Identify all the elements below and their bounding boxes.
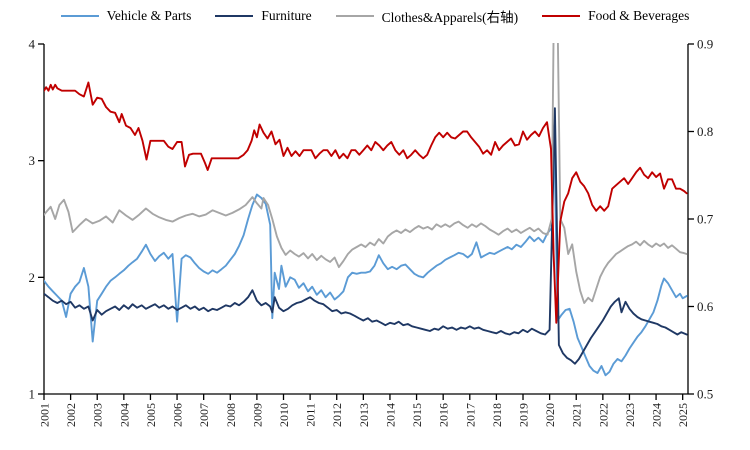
left-axis-tick-label: 1 (29, 387, 36, 402)
x-axis-tick-label: 2005 (144, 403, 158, 427)
series-line-food-beverages (44, 81, 688, 324)
legend-swatch-food-beverages-icon (542, 14, 581, 18)
x-axis-tick-label: 2003 (91, 403, 105, 427)
legend-swatch-vehicle-parts-icon (60, 14, 99, 18)
legend-label-clothes-apparels: Clothes&Apparels(右轴) (381, 10, 519, 25)
series-line-vehicle-parts (44, 124, 688, 377)
x-axis-tick-label: 2002 (64, 403, 78, 427)
legend-item-food-beverages: Food & Beverages (542, 8, 689, 24)
x-axis-tick-label: 2016 (437, 403, 451, 427)
legend-item-furniture: Furniture (215, 8, 312, 24)
x-axis-tick-label: 2024 (650, 403, 664, 427)
x-axis-tick-label: 2021 (570, 403, 584, 427)
legend-swatch-clothes-apparels-icon (335, 14, 374, 18)
x-axis-tick-label: 2013 (357, 403, 371, 427)
x-axis-tick-label: 2009 (250, 403, 264, 427)
x-axis-tick-label: 2025 (676, 403, 690, 427)
legend-label-food-beverages: Food & Beverages (588, 8, 690, 23)
legend-swatch-furniture-icon (215, 14, 254, 18)
x-axis-tick-label: 2022 (596, 403, 610, 427)
x-axis-tick-label: 2011 (304, 403, 318, 427)
left-axis-tick-label: 4 (29, 37, 36, 52)
series-group (44, 43, 688, 377)
right-axis-tick-label: 0.5 (697, 387, 713, 402)
legend-label-furniture: Furniture (261, 8, 312, 23)
series-line-clothes-apparels (44, 43, 688, 304)
left-axis-tick-label: 2 (29, 270, 36, 285)
x-axis-tick-label: 2014 (383, 403, 397, 427)
x-axis-tick-label: 2015 (410, 403, 424, 427)
x-axis-tick-label: 2020 (543, 403, 557, 427)
x-axis-tick-label: 2017 (463, 403, 477, 427)
x-axis-tick-label: 2006 (171, 403, 185, 427)
right-axis-tick-label: 0.8 (697, 124, 713, 139)
x-axis-tick-label: 2008 (224, 403, 238, 427)
x-axis-tick-label: 2001 (38, 403, 52, 427)
series-line-furniture (44, 107, 688, 365)
x-axis-tick-label: 2007 (197, 403, 211, 427)
x-axis-tick-label: 2004 (117, 403, 131, 427)
x-axis-tick-label: 2012 (330, 403, 344, 427)
legend-item-vehicle-parts: Vehicle & Parts (60, 8, 192, 24)
legend-item-clothes-apparels: Clothes&Apparels(右轴) (335, 6, 519, 26)
right-axis-tick-label: 0.9 (697, 37, 713, 52)
x-axis-tick-label: 2018 (490, 403, 504, 427)
x-axis-tick-label: 2010 (277, 403, 291, 427)
right-axis-tick-label: 0.6 (697, 299, 714, 314)
right-axis-tick-label: 0.7 (697, 212, 714, 227)
x-axis-tick-label: 2023 (623, 403, 637, 427)
legend: Vehicle & Parts Furniture Clothes&Appare… (0, 6, 750, 26)
left-axis-tick-label: 3 (29, 153, 36, 168)
x-axis-tick-label: 2019 (517, 403, 531, 427)
legend-label-vehicle-parts: Vehicle & Parts (106, 8, 192, 23)
